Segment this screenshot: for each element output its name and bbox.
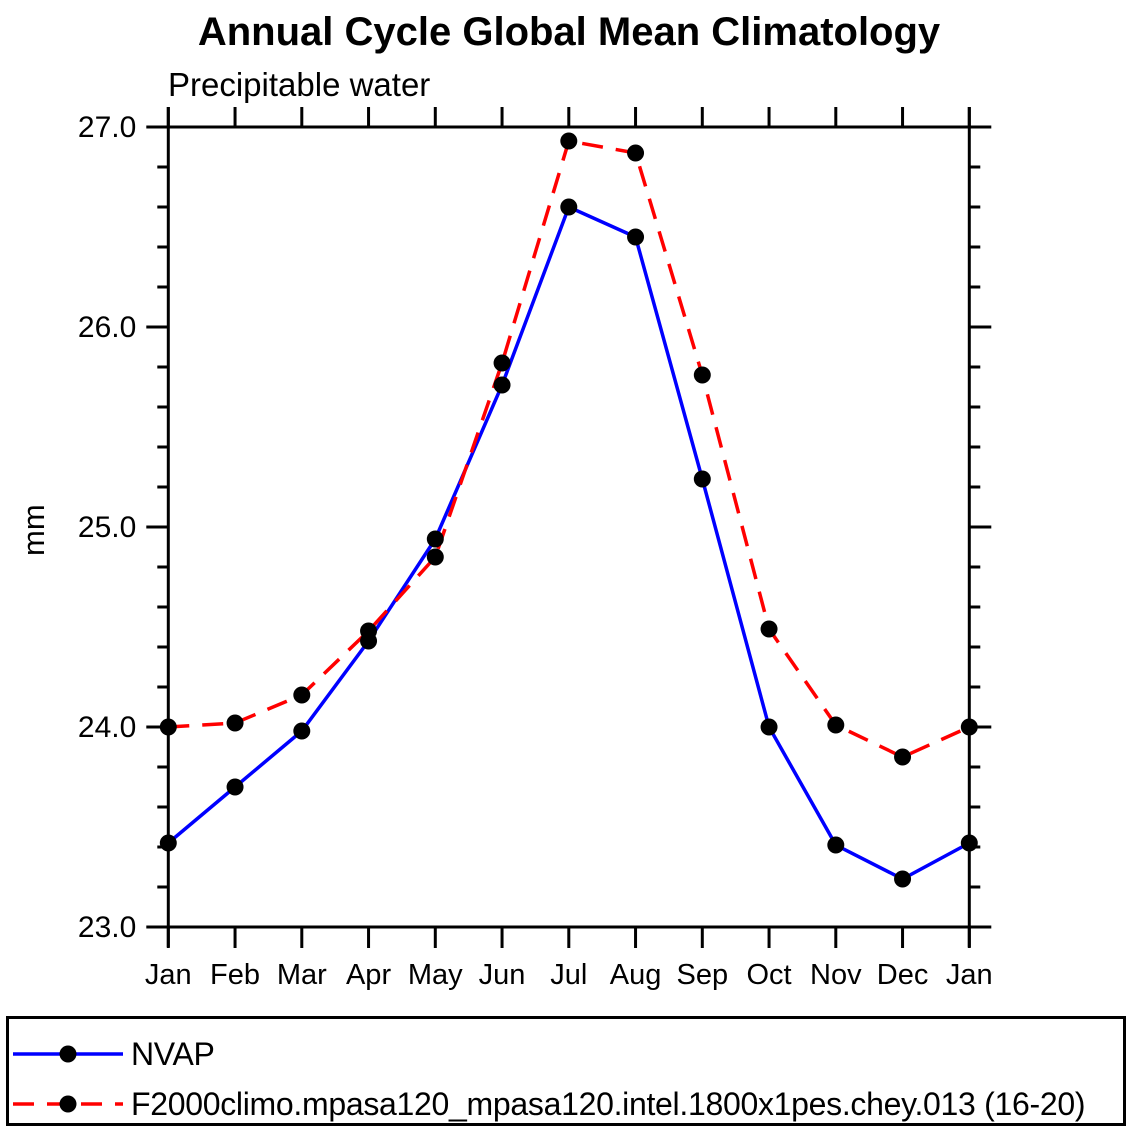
x-tick-label: Jan	[145, 959, 192, 991]
data-point-marker	[426, 530, 444, 548]
data-point-marker	[627, 144, 645, 162]
y-tick-label: 26.0	[78, 311, 136, 344]
y-tick-label: 27.0	[78, 111, 136, 144]
data-point-marker	[226, 778, 244, 796]
chart-subtitle: Precipitable water	[168, 66, 431, 103]
data-point-marker	[760, 620, 778, 638]
data-point-marker	[827, 716, 845, 734]
plot-area: Jan Feb Mar Apr May Jun Jul Aug Sep Oct Nov Dec Jan 2…	[78, 107, 993, 991]
x-tick-label: Jul	[550, 959, 587, 991]
data-point-marker	[159, 834, 177, 852]
x-tick-label: Sep	[676, 959, 728, 991]
x-tick-label: Feb	[210, 959, 260, 991]
data-point-marker	[226, 714, 244, 732]
data-point-marker	[894, 870, 912, 888]
y-tick-label: 23.0	[78, 911, 136, 944]
data-point-marker	[960, 718, 978, 736]
legend: NVAP F2000climo.mpasa120_mpasa120.intel.…	[6, 1016, 1126, 1126]
data-point-marker	[159, 718, 177, 736]
legend-marker-circle	[59, 1045, 77, 1063]
legend-label-model: F2000climo.mpasa120_mpasa120.intel.1800x…	[131, 1085, 1086, 1122]
chart-title: Annual Cycle Global Mean Climatology	[197, 10, 941, 54]
data-point-marker	[426, 548, 444, 566]
legend-label-nvap: NVAP	[131, 1035, 215, 1072]
legend-entry-nvap: NVAP	[11, 1034, 215, 1074]
legend-entry-model: F2000climo.mpasa120_mpasa120.intel.1800x…	[11, 1084, 1085, 1124]
data-point-marker	[293, 722, 311, 740]
data-point-marker	[894, 748, 912, 766]
data-point-marker	[493, 376, 511, 394]
data-point-marker	[560, 198, 578, 216]
x-tick-label: Mar	[277, 959, 327, 991]
series-line-model	[168, 139, 971, 759]
data-point-marker	[493, 354, 511, 372]
data-point-marker	[827, 836, 845, 854]
series-line-nvap	[167, 204, 971, 881]
data-point-marker	[693, 366, 711, 384]
data-point-marker	[760, 718, 778, 736]
x-tick-label: Apr	[346, 959, 391, 991]
x-tick-label: Aug	[610, 959, 662, 991]
data-point-marker	[627, 228, 645, 246]
y-tick-label: 24.0	[78, 711, 136, 744]
legend-sample-nvap	[13, 1045, 123, 1063]
x-tick-label: Oct	[746, 959, 791, 991]
legend-marker-circle	[59, 1095, 77, 1113]
x-tick-label: May	[408, 959, 463, 991]
data-point-marker	[293, 686, 311, 704]
data-point-marker	[560, 132, 578, 150]
data-point-marker	[360, 622, 378, 640]
y-tick-label: 25.0	[78, 511, 136, 544]
x-tick-label: Jun	[479, 959, 526, 991]
x-tick-label: Nov	[810, 959, 862, 991]
x-tick-label: Jan	[946, 959, 993, 991]
data-point-marker	[693, 470, 711, 488]
legend-sample-model	[13, 1095, 123, 1113]
x-tick-label: Dec	[877, 959, 929, 991]
data-point-marker	[960, 834, 978, 852]
